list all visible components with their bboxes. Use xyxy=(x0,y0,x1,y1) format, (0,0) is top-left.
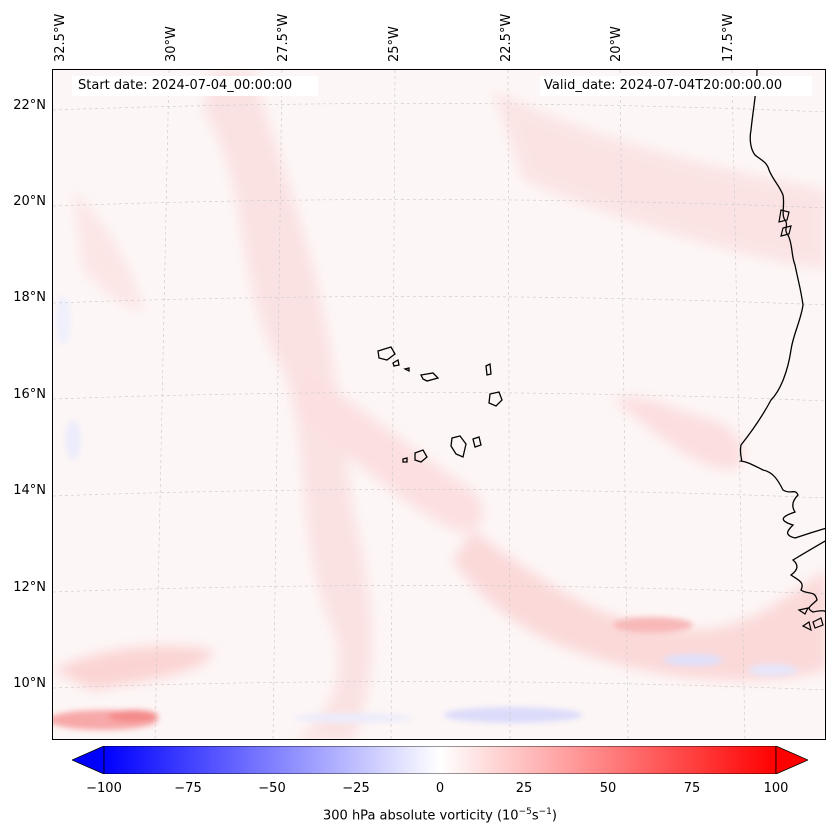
lon-label-22-5w: 22.5°W xyxy=(499,13,514,62)
map-panel[interactable] xyxy=(52,69,826,740)
lat-label-22n: 22°N xyxy=(13,98,46,113)
positive-vorticity-areas xyxy=(53,70,825,739)
africa-coastline-south xyxy=(789,540,825,613)
lat-label-20n: 20°N xyxy=(13,194,46,209)
gridlines xyxy=(53,70,825,739)
colorbar-tick: 100 xyxy=(763,781,789,796)
start-date-label: Start date: 2024-07-04_00:00:00 xyxy=(72,76,318,96)
lon-label-25w: 25°W xyxy=(387,26,402,62)
colorbar-tick: −50 xyxy=(258,781,286,796)
lon-label-17-5w: 17.5°W xyxy=(721,13,736,62)
colorbar xyxy=(72,746,808,774)
colorbar-right-extend xyxy=(775,746,808,774)
lon-label-30w: 30°W xyxy=(164,26,179,62)
coast-detail-north xyxy=(778,209,792,237)
africa-coastline xyxy=(738,70,825,539)
lon-label-32-5w: 32.5°W xyxy=(53,13,68,62)
lon-label-27-5w: 27.5°W xyxy=(276,13,291,62)
colorbar-tick: 25 xyxy=(515,781,533,796)
colorbar-gradient xyxy=(103,746,777,774)
lat-label-12n: 12°N xyxy=(13,580,46,595)
valid-date-label: Valid_date: 2024-07-04T20:00:00.00 xyxy=(540,76,812,96)
vorticity-field-map xyxy=(53,70,825,739)
strong-positive-vorticity xyxy=(53,617,693,730)
lat-label-16n: 16°N xyxy=(13,387,46,402)
colorbar-tick: −75 xyxy=(174,781,202,796)
lat-label-14n: 14°N xyxy=(13,483,46,498)
colorbar-tick: 0 xyxy=(435,781,445,796)
colorbar-tick: 75 xyxy=(683,781,701,796)
colorbar-tick: 50 xyxy=(599,781,617,796)
lon-label-20w: 20°W xyxy=(609,26,624,62)
bissagos-islands xyxy=(797,607,824,632)
lat-label-10n: 10°N xyxy=(13,676,46,691)
colorbar-left-extend xyxy=(72,746,105,774)
lat-label-18n: 18°N xyxy=(13,290,46,305)
cape-verde-islands xyxy=(377,346,503,463)
negative-vorticity-areas xyxy=(55,295,798,723)
colorbar-tick: −25 xyxy=(342,781,370,796)
colorbar-label: 300 hPa absolute vorticity (10−5s−1) xyxy=(323,807,557,824)
colorbar-tick: −100 xyxy=(86,781,122,796)
